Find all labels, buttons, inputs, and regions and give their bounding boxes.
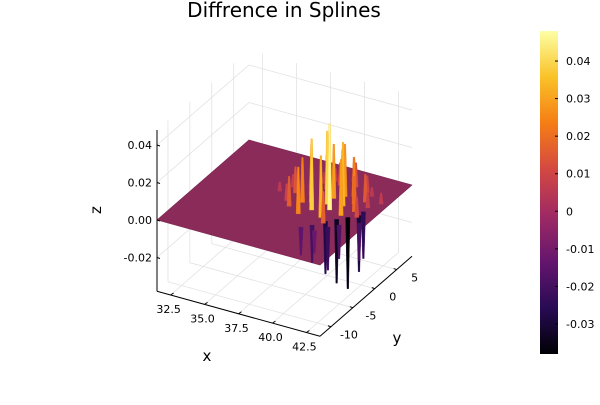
surface [156,123,413,289]
colorbar-tick-label: 0.04 [566,55,591,68]
chart-title: Diffrence in Splines [187,0,381,22]
surface-peak [331,143,337,199]
gridline [167,281,332,328]
x-tick-label: 37.5 [224,322,249,335]
surface-peak [369,186,375,197]
surface-peak [378,192,384,205]
y-tick-label: 5 [411,272,418,285]
z-axis-label: z [87,206,105,214]
surface-peak [365,192,371,209]
x-tick-mark [272,320,276,324]
z-tick-mark [156,257,161,259]
surface-peak [293,166,298,194]
colorbar: 0.04 0.03 0.02 0.01 0 -0.01 -0.02 -0.03 [540,31,594,354]
x-tick-mark [170,292,174,296]
surface-trough [345,217,351,289]
surface-trough [312,230,317,254]
z-tick-label: 0.04 [128,139,153,152]
surface-trough [336,224,342,260]
z-tick-label: 0.02 [128,177,153,190]
y-tick-mark [371,287,375,290]
colorbar-tick-label: 0 [566,205,573,218]
z-tick-mark [156,182,161,184]
colorbar-tick-label: -0.03 [566,318,594,331]
surface-trough [360,211,366,259]
y-axis-line [319,255,413,337]
surface-peak [354,196,360,218]
surface-trough [298,226,304,256]
colorbar-tick-label: 0.01 [566,168,591,181]
x-tick-mark [204,301,208,305]
colorbar-tick-label: -0.01 [566,243,594,256]
x-tick-label: 32.5 [156,303,181,316]
surface-trough [325,226,331,271]
tick-labels: 32.5 35.0 37.5 40.0 42.5 -10 -5 0 5 0.04 0.02 0.00 -… [124,139,419,354]
gridline [156,64,250,146]
gridline [189,262,353,309]
surface-plane [156,139,413,266]
surface-peak [309,138,315,211]
surface-peak [327,123,333,211]
z-tick-label: 0.00 [128,214,153,227]
z-tick-mark [156,219,161,222]
y-tick-mark [393,268,397,271]
x-axis-label: x [203,347,212,365]
surface-peak [300,157,305,203]
x-tick-label: 40.0 [258,331,283,344]
y-tick-label: -5 [365,310,376,323]
y-axis-label: y [393,329,402,347]
z-tick-mark [156,144,161,147]
surface-trough [356,222,362,261]
colorbar-tick-label: 0.03 [566,93,591,106]
y-tick-mark [327,325,332,328]
surface-peak [338,159,344,216]
x-tick-mark [306,330,310,333]
x-tick-label: 35.0 [190,312,215,325]
surface-peak [277,181,283,192]
surface-peak [286,176,292,207]
colorbar-gradient [540,31,558,354]
y-tick-label: -10 [340,329,358,342]
colorbar-tick-label: -0.02 [566,280,594,293]
x-tick-label: 42.5 [292,341,317,354]
y-tick-mark [349,306,354,309]
surface-peak [295,166,301,215]
x-tick-mark [238,311,242,315]
surface-peak [320,191,326,224]
colorbar-tick-label: 0.02 [566,130,591,143]
y-tick-label: 0 [389,291,396,304]
z-tick-label: -0.02 [124,252,152,265]
